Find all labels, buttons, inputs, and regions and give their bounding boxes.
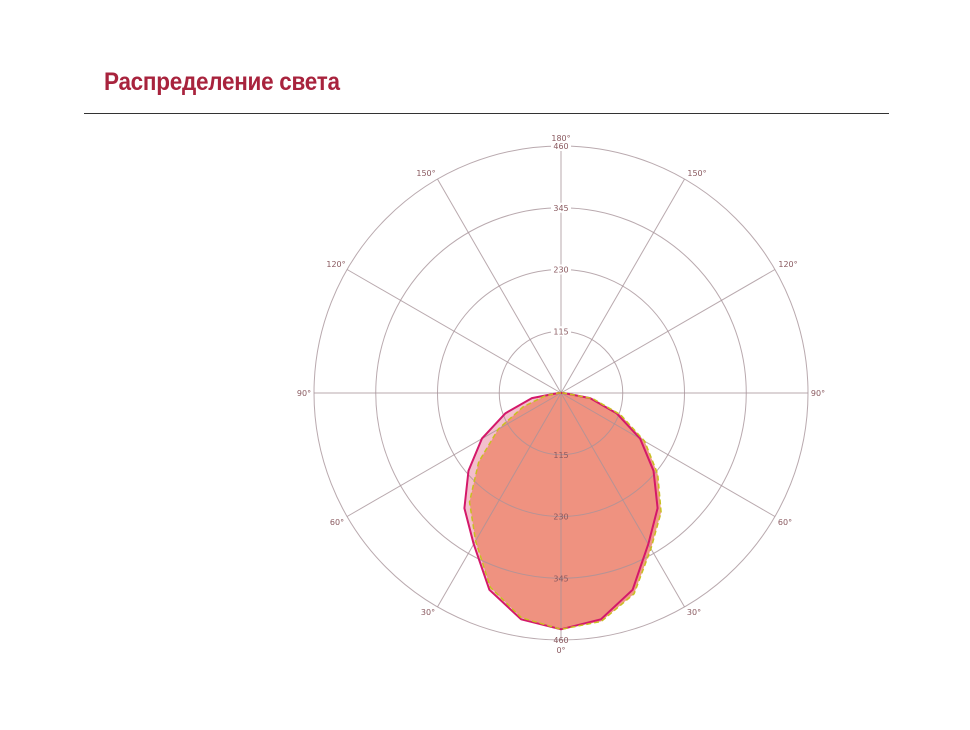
grid-spoke bbox=[560, 178, 685, 394]
radial-tick-label: 460 bbox=[553, 636, 568, 645]
series-1-line bbox=[468, 392, 662, 631]
angle-label: 120° bbox=[778, 260, 797, 269]
radial-tick-label: 345 bbox=[553, 204, 568, 213]
radial-tick-bg bbox=[551, 326, 571, 337]
angle-label: 180° bbox=[551, 134, 570, 143]
angle-label: 30° bbox=[421, 608, 435, 617]
angle-label: 90° bbox=[297, 389, 311, 398]
title-divider bbox=[84, 113, 889, 114]
radial-tick-label: 460 bbox=[553, 142, 568, 151]
angle-label: 90° bbox=[811, 389, 825, 398]
grid-spoke bbox=[560, 392, 685, 608]
grid-spoke bbox=[346, 392, 562, 517]
angle-label: 0° bbox=[556, 646, 565, 655]
angle-label: 60° bbox=[330, 518, 344, 527]
radial-tick-bg bbox=[551, 264, 571, 275]
radial-tick-label: 230 bbox=[553, 513, 568, 522]
series-1-fill bbox=[469, 393, 662, 630]
radial-tick-label: 115 bbox=[553, 327, 568, 336]
angle-label: 150° bbox=[687, 169, 706, 178]
page-title: Распределение света bbox=[104, 68, 340, 96]
grid-spoke bbox=[437, 178, 562, 394]
grid-spoke bbox=[560, 269, 776, 394]
grid-spoke bbox=[560, 392, 776, 517]
series-0-line bbox=[463, 392, 659, 631]
grid-spoke bbox=[437, 392, 562, 608]
grid-spoke bbox=[346, 269, 562, 394]
radial-tick-bg bbox=[551, 141, 571, 151]
angle-label: 30° bbox=[687, 608, 701, 617]
radial-tick-label: 345 bbox=[553, 574, 568, 583]
radial-tick-bg bbox=[551, 202, 571, 213]
radial-tick-label: 230 bbox=[553, 266, 568, 275]
angle-label: 60° bbox=[778, 518, 792, 527]
angle-label: 120° bbox=[326, 260, 345, 269]
angle-label: 150° bbox=[416, 169, 435, 178]
radial-tick-label: 115 bbox=[553, 451, 568, 460]
